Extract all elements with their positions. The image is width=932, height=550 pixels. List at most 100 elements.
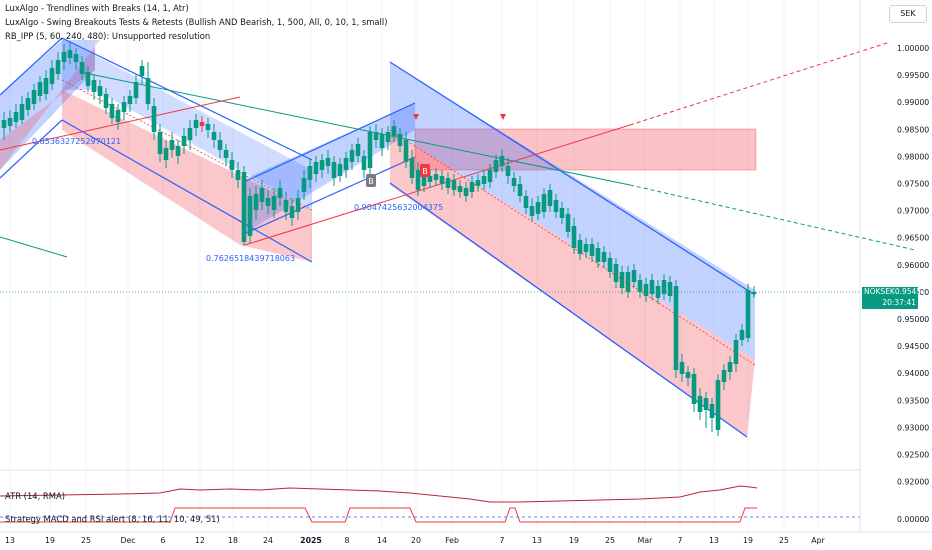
- candle-body: [314, 162, 319, 174]
- candle-body: [62, 52, 67, 62]
- candle-body: [542, 194, 547, 212]
- candle-body: [398, 134, 403, 146]
- candle-body: [716, 380, 721, 430]
- candle-body: [422, 176, 427, 186]
- candle-body: [80, 62, 85, 74]
- candle-body: [26, 98, 31, 110]
- candle-body: [752, 292, 757, 294]
- candle-body: [224, 150, 229, 158]
- candle-body: [686, 372, 691, 378]
- candle-body: [32, 90, 37, 104]
- candle-body: [158, 132, 163, 154]
- candle-body: [86, 72, 91, 86]
- price-tick: 0.93500: [897, 396, 929, 405]
- candle-body: [332, 162, 337, 178]
- candle-body: [710, 404, 715, 418]
- candle-body: [608, 258, 613, 272]
- indicator-atr[interactable]: ATR (14, RMA): [5, 491, 65, 501]
- price-tick: 0.94500: [897, 342, 929, 351]
- candle-body: [350, 150, 355, 162]
- candle-body: [440, 176, 445, 184]
- time-axis[interactable]: 13 19 25 Dec 6 12 18 24 2025 8 14 20 Feb 7 13 19 25 Mar 7 1…: [5, 536, 825, 545]
- candle-body: [632, 270, 637, 282]
- price-tick: 0.00000: [897, 515, 929, 524]
- candle-body: [14, 112, 19, 122]
- price-scale[interactable]: 1.00000 0.99500 0.99000 0.98500 0.98000 0.975…: [897, 44, 929, 524]
- candle-body: [122, 102, 127, 112]
- candle-body: [452, 180, 457, 190]
- time-tick: 13: [709, 536, 719, 545]
- candle-body: [374, 132, 379, 140]
- candle-body: [356, 144, 361, 156]
- candle-body: [134, 82, 139, 98]
- candle-body: [104, 94, 109, 108]
- candle-body: [668, 282, 673, 296]
- candle-body: [722, 370, 727, 382]
- candle-body: [254, 194, 259, 210]
- candle-body: [656, 286, 661, 298]
- candle-body: [140, 66, 145, 76]
- candle-body: [512, 178, 517, 186]
- time-tick: 19: [743, 536, 753, 545]
- candle-body: [734, 340, 739, 364]
- candle-body: [290, 206, 295, 218]
- candle-body: [344, 158, 349, 170]
- candle-body: [242, 172, 247, 242]
- candle-body: [728, 362, 733, 372]
- candle-body: [152, 106, 157, 132]
- indicator-trendlines[interactable]: LuxAlgo - Trendlines with Breaks (14, 1,…: [5, 3, 189, 13]
- candle-body: [2, 120, 7, 128]
- currency-selector[interactable]: SEK: [889, 5, 927, 23]
- candle-body: [662, 280, 667, 294]
- price-tick: 0.96500: [897, 234, 929, 243]
- price-tick: 1.00000: [897, 44, 929, 53]
- level-label-2: 0.7626518439718063: [206, 254, 295, 263]
- candle-body: [92, 80, 97, 92]
- time-tick: 18: [228, 536, 238, 545]
- level-label-1: 0.8536327252970121: [32, 137, 121, 146]
- candle-body: [620, 272, 625, 288]
- time-tick: 20: [411, 536, 421, 545]
- candle-body: [8, 118, 13, 126]
- bar-countdown: 20:37:41: [882, 298, 916, 309]
- candle-body: [200, 122, 205, 126]
- candle-body: [410, 158, 415, 178]
- time-tick: 8: [345, 536, 350, 545]
- candle-body: [470, 182, 475, 192]
- candle-body: [380, 134, 385, 148]
- time-tick: 12: [195, 536, 205, 545]
- indicator-swing-breakouts[interactable]: LuxAlgo - Swing Breakouts Tests & Retest…: [5, 17, 387, 27]
- indicator-strategy[interactable]: Strategy MACD and RSI alert (8, 16, 11, …: [5, 514, 220, 524]
- candle-body: [20, 104, 25, 120]
- time-tick: Feb: [445, 536, 459, 545]
- price-tick: 0.97500: [897, 180, 929, 189]
- time-tick: 19: [569, 536, 579, 545]
- candle-body: [560, 208, 565, 218]
- candle-body: [572, 226, 577, 248]
- candle-body: [98, 86, 103, 96]
- candle-body: [698, 396, 703, 412]
- price-tick: 0.95000: [897, 315, 929, 324]
- candle-body: [188, 128, 193, 140]
- current-price-label: NOKSEK 0.95457 20:37:41: [862, 287, 918, 309]
- time-tick: Dec: [120, 536, 135, 545]
- symbol-price: 0.95457: [895, 287, 926, 298]
- candle-body: [212, 132, 217, 140]
- price-tick: 0.92000: [897, 478, 929, 487]
- candle-body: [416, 170, 421, 190]
- indicator-rb-ipp[interactable]: RB_IPP (5, 60, 240, 480): Unsupported re…: [5, 31, 210, 41]
- candle-body: [434, 174, 439, 180]
- candle-body: [146, 78, 151, 104]
- price-tick: 0.96000: [897, 261, 929, 270]
- candle-body: [704, 398, 709, 410]
- candle-body: [746, 290, 751, 338]
- candle-body: [320, 160, 325, 170]
- candle-body: [548, 190, 553, 206]
- candle-body: [482, 176, 487, 184]
- candle-body: [638, 280, 643, 292]
- candle-body: [206, 124, 211, 130]
- b-marker-2[interactable]: B: [420, 164, 430, 177]
- b-marker-1[interactable]: B: [366, 174, 376, 187]
- time-tick: 6: [161, 536, 166, 545]
